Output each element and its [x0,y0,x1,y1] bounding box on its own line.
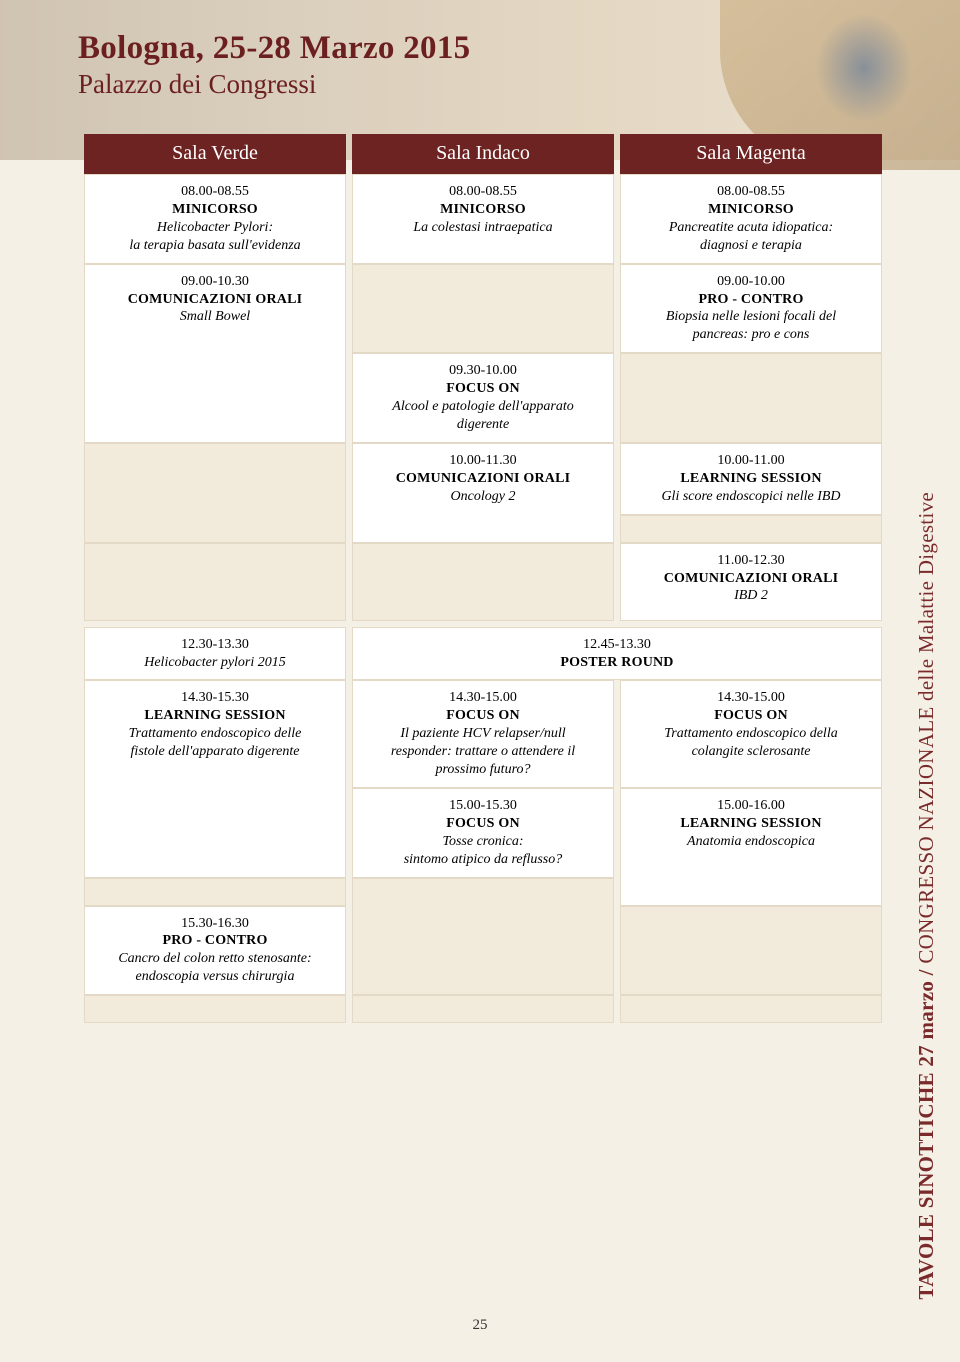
session-cell: 08.00-08.55 MINICORSO Pancreatite acuta … [620,174,882,264]
col-header-verde: Sala Verde [84,134,346,174]
session-desc: La colestasi intraepatica [363,219,603,237]
empty-cell [620,353,882,443]
session-desc: Alcool e patologie dell'apparatodigerent… [363,398,603,434]
empty-cell [620,906,882,996]
session-cell: 08.00-08.55 MINICORSO Helicobacter Pylor… [84,174,346,264]
session-category: PRO - CONTRO [631,291,871,309]
session-cell: 14.30-15.00 FOCUS ON Trattamento endosco… [620,680,882,788]
side-label-red: TAVOLE SINOTTICHE 27 marzo / [914,970,938,1300]
session-desc: Gli score endoscopici nelle IBD [631,488,871,506]
session-cell: 15.00-15.30 FOCUS ON Tosse cronica:sinto… [352,788,614,878]
session-desc: Pancreatite acuta idiopatica:diagnosi e … [631,219,871,255]
side-vertical-label: TAVOLE SINOTTICHE 27 marzo / CONGRESSO N… [906,200,946,1300]
session-desc: Small Bowel [95,308,335,326]
session-category: FOCUS ON [363,707,603,725]
session-category: COMUNICAZIONI ORALI [631,570,871,588]
session-category: MINICORSO [95,201,335,219]
table-row: 12.30-13.30 Helicobacter pylori 2015 12.… [84,627,882,681]
session-category: PRO - CONTRO [95,932,335,950]
page-header: Bologna, 25-28 Marzo 2015 Palazzo dei Co… [0,0,960,110]
event-title: Bologna, 25-28 Marzo 2015 [78,30,960,67]
session-category: FOCUS ON [363,380,603,398]
session-time: 12.30-13.30 [95,636,335,654]
session-cell: 12.30-13.30 Helicobacter pylori 2015 [84,627,346,681]
empty-cell [84,878,346,906]
session-time: 14.30-15.00 [631,689,871,707]
table-header-row: Sala Verde Sala Indaco Sala Magenta [84,134,882,174]
session-time: 15.00-16.00 [631,797,871,815]
session-time: 10.00-11.00 [631,452,871,470]
session-cell: 10.00-11.00 LEARNING SESSION Gli score e… [620,443,882,515]
session-cell: 14.30-15.00 FOCUS ON Il paziente HCV rel… [352,680,614,788]
session-category: FOCUS ON [631,707,871,725]
session-time: 09.30-10.00 [363,362,603,380]
empty-cell [84,443,346,543]
table-row: 08.00-08.55 MINICORSO Helicobacter Pylor… [84,174,882,264]
table-row: 11.00-12.30 COMUNICAZIONI ORALI IBD 2 [84,543,882,621]
session-time: 14.30-15.30 [95,689,335,707]
session-time: 14.30-15.00 [363,689,603,707]
col-header-magenta: Sala Magenta [620,134,882,174]
session-category: LEARNING SESSION [95,707,335,725]
session-desc: Helicobacter Pylori:la terapia basata su… [95,219,335,255]
session-cell: 08.00-08.55 MINICORSO La colestasi intra… [352,174,614,264]
session-cell: 10.00-11.30 COMUNICAZIONI ORALI Oncology… [352,443,614,543]
empty-cell [620,995,882,1023]
session-desc: Trattamento endoscopico dellefistole del… [95,725,335,761]
session-time: 08.00-08.55 [95,183,335,201]
session-time: 08.00-08.55 [631,183,871,201]
session-category: MINICORSO [363,201,603,219]
side-label-text: TAVOLE SINOTTICHE 27 marzo / CONGRESSO N… [914,492,939,1300]
session-time: 10.00-11.30 [363,452,603,470]
session-cell: 12.45-13.30 POSTER ROUND [352,627,882,681]
session-category: MINICORSO [631,201,871,219]
col-header-indaco: Sala Indaco [352,134,614,174]
empty-cell [84,995,346,1023]
empty-cell [352,543,614,621]
empty-cell [84,543,346,621]
empty-cell [352,995,614,1023]
event-subtitle: Palazzo dei Congressi [78,69,960,100]
session-desc: Il paziente HCV relapser/nullresponder: … [363,725,603,779]
session-cell: 14.30-15.30 LEARNING SESSION Trattamento… [84,680,346,877]
table-row [84,995,882,1023]
session-category: POSTER ROUND [363,654,871,672]
session-cell: 15.00-16.00 LEARNING SESSION Anatomia en… [620,788,882,906]
session-category: COMUNICAZIONI ORALI [363,470,603,488]
session-category: COMUNICAZIONI ORALI [95,291,335,309]
session-time: 08.00-08.55 [363,183,603,201]
session-desc: Trattamento endoscopico dellacolangite s… [631,725,871,761]
empty-cell [620,515,882,543]
session-desc: Biopsia nelle lesioni focali delpancreas… [631,308,871,344]
table-row: 14.30-15.30 LEARNING SESSION Trattamento… [84,680,882,788]
session-cell: 11.00-12.30 COMUNICAZIONI ORALI IBD 2 [620,543,882,621]
session-category: LEARNING SESSION [631,815,871,833]
session-cell: 09.30-10.00 FOCUS ON Alcool e patologie … [352,353,614,443]
session-cell: 09.00-10.00 PRO - CONTRO Biopsia nelle l… [620,264,882,354]
session-category: LEARNING SESSION [631,470,871,488]
empty-cell [352,878,614,996]
table-row: 10.00-11.30 COMUNICAZIONI ORALI Oncology… [84,443,882,515]
schedule-table: Sala Verde Sala Indaco Sala Magenta 08.0… [78,134,888,1023]
session-time: 09.00-10.30 [95,273,335,291]
session-desc: Tosse cronica:sintomo atipico da refluss… [363,833,603,869]
session-desc: Oncology 2 [363,488,603,506]
session-time: 12.45-13.30 [363,636,871,654]
side-label-dark: CONGRESSO NAZIONALE delle Malattie Diges… [914,492,938,969]
empty-cell [352,264,614,354]
session-cell: 09.00-10.30 COMUNICAZIONI ORALI Small Bo… [84,264,346,443]
session-time: 11.00-12.30 [631,552,871,570]
session-time: 15.00-15.30 [363,797,603,815]
page-number: 25 [0,1317,960,1334]
session-desc: Helicobacter pylori 2015 [95,654,335,672]
session-time: 15.30-16.30 [95,915,335,933]
session-desc: Cancro del colon retto stenosante:endosc… [95,950,335,986]
session-time: 09.00-10.00 [631,273,871,291]
session-desc: Anatomia endoscopica [631,833,871,851]
session-cell: 15.30-16.30 PRO - CONTRO Cancro del colo… [84,906,346,996]
session-desc: IBD 2 [631,587,871,605]
session-category: FOCUS ON [363,815,603,833]
